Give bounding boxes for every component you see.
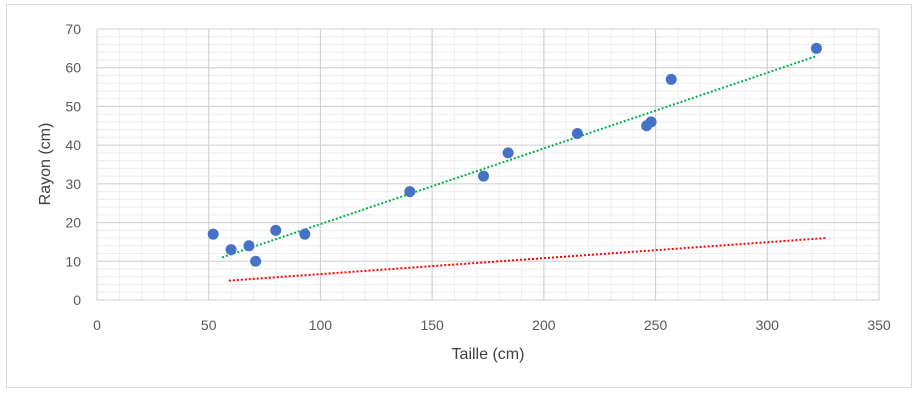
major-grid bbox=[96, 28, 880, 301]
data-point bbox=[270, 224, 282, 236]
data-point bbox=[207, 228, 219, 240]
x-tick-label: 150 bbox=[420, 317, 444, 333]
x-tick-label: 50 bbox=[201, 317, 217, 333]
x-tick-labels: 0 50 100 150 200 250 300 350 bbox=[93, 317, 891, 333]
x-tick-label: 300 bbox=[756, 317, 780, 333]
data-point bbox=[478, 170, 490, 182]
y-tick-label: 40 bbox=[65, 137, 81, 153]
x-axis-title: Taille (cm) bbox=[452, 346, 525, 363]
y-tick-label: 30 bbox=[65, 176, 81, 192]
data-point bbox=[645, 116, 657, 128]
minor-grid bbox=[96, 28, 880, 301]
y-tick-labels: 0 10 20 30 40 50 60 70 bbox=[65, 21, 81, 308]
trendlines bbox=[221, 55, 826, 282]
data-point bbox=[810, 42, 822, 54]
trendline bbox=[221, 55, 817, 259]
data-points bbox=[207, 42, 822, 267]
y-tick-label: 50 bbox=[65, 98, 81, 114]
data-point bbox=[665, 73, 677, 85]
y-tick-label: 60 bbox=[65, 60, 81, 76]
y-tick-label: 70 bbox=[65, 21, 81, 37]
data-point bbox=[571, 128, 583, 140]
y-tick-label: 20 bbox=[65, 215, 81, 231]
trendline bbox=[228, 237, 826, 282]
y-axis-title: Rayon (cm) bbox=[37, 123, 54, 206]
x-tick-label: 0 bbox=[93, 317, 101, 333]
data-point bbox=[250, 255, 262, 267]
y-tick-label: 0 bbox=[73, 292, 81, 308]
x-tick-label: 350 bbox=[867, 317, 891, 333]
data-point bbox=[225, 244, 237, 256]
x-tick-label: 100 bbox=[309, 317, 333, 333]
data-point bbox=[502, 147, 514, 159]
x-tick-label: 200 bbox=[532, 317, 556, 333]
data-point bbox=[404, 186, 416, 198]
y-tick-label: 10 bbox=[65, 253, 81, 269]
data-point bbox=[243, 240, 255, 252]
data-point bbox=[299, 228, 311, 240]
x-tick-label: 250 bbox=[644, 317, 668, 333]
